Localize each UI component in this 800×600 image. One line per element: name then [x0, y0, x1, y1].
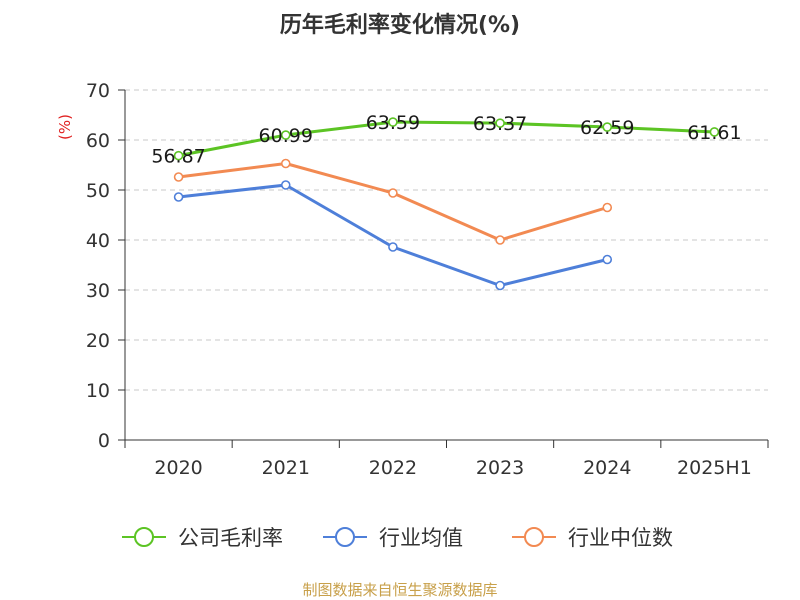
data-label: 63.59 [366, 112, 420, 134]
data-point [602, 202, 613, 213]
data-point [388, 242, 398, 252]
grid-lines [125, 89, 768, 391]
y-tick-label: 60 [86, 130, 110, 152]
legend-item: 行业均值 [323, 526, 463, 550]
y-tick-label: 10 [86, 380, 110, 402]
data-label: 60.99 [259, 125, 313, 147]
data-label: 63.37 [473, 113, 527, 135]
data-label: 62.59 [580, 117, 634, 139]
data-point [280, 180, 291, 190]
series-line [178, 183, 608, 287]
data-label: 56.87 [151, 146, 205, 168]
x-tick-label: 2025H1 [677, 457, 752, 479]
y-tick-label: 0 [98, 430, 110, 452]
axes: 0 10 20 30 40 50 60 70 2020 2021 2022 2023 2024 2025H… [86, 80, 769, 479]
data-point [388, 188, 398, 198]
data-point [602, 254, 613, 265]
y-tick-label: 40 [86, 230, 110, 252]
legend-label: 公司毛利率 [178, 526, 283, 550]
data-label: 61.61 [687, 122, 741, 144]
y-tick-label: 30 [86, 280, 110, 302]
data-point [388, 117, 398, 127]
y-tick-label: 50 [86, 180, 110, 202]
x-tick-label: 2022 [369, 457, 417, 479]
x-tick-label: 2021 [262, 457, 310, 479]
y-tick-label: 20 [86, 330, 110, 352]
series-line [178, 120, 715, 158]
x-tick-label: 2023 [476, 457, 524, 479]
legend-item: 公司毛利率 [122, 526, 283, 550]
legend-swatch-marker [134, 527, 154, 547]
y-axis-label: (%) [56, 114, 74, 140]
data-point [709, 127, 720, 137]
data-labels: 56.87 60.99 63.59 63.37 62.59 61.61 [151, 112, 741, 168]
data-point [280, 130, 291, 140]
series-line [178, 162, 608, 242]
legend-label: 行业中位数 [568, 526, 673, 550]
data-point [495, 118, 505, 128]
chart-title: 历年毛利率变化情况(%) [280, 12, 520, 38]
legend: 公司毛利率 行业均值 行业中位数 [122, 526, 673, 550]
data-point [495, 235, 505, 245]
source-note: 制图数据来自恒生聚源数据库 [302, 581, 497, 599]
x-tick-label: 2024 [583, 457, 631, 479]
data-point [495, 280, 505, 291]
data-point [602, 122, 613, 132]
y-tick-label: 70 [86, 80, 110, 102]
x-tick-label: 2020 [154, 457, 202, 479]
legend-swatch-marker [524, 527, 544, 547]
data-point [280, 158, 291, 169]
series-layer [173, 117, 720, 291]
legend-label: 行业均值 [379, 526, 463, 550]
legend-item: 行业中位数 [512, 526, 673, 550]
data-point [173, 172, 184, 182]
data-point [173, 150, 184, 161]
data-point [173, 192, 184, 202]
legend-swatch-marker [335, 527, 355, 547]
